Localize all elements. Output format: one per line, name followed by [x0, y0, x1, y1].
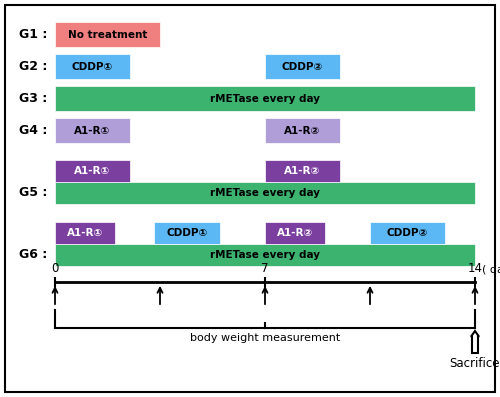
Bar	[265, 222, 325, 244]
Text: G2 :: G2 :	[18, 60, 47, 73]
Bar	[55, 22, 160, 47]
Bar	[55, 222, 115, 244]
Bar	[55, 54, 130, 79]
Text: A1-R①: A1-R①	[74, 125, 110, 135]
Bar	[55, 160, 130, 182]
Text: 0: 0	[52, 262, 59, 275]
Text: Sacrifice: Sacrifice	[450, 357, 500, 370]
Bar	[265, 118, 340, 143]
Text: A1-R①: A1-R①	[74, 166, 110, 176]
Text: CDDP①: CDDP①	[72, 62, 113, 71]
Text: G1 :: G1 :	[18, 28, 47, 41]
Text: rMETase every day: rMETase every day	[210, 188, 320, 198]
Bar	[265, 160, 340, 182]
Text: CDDP②: CDDP②	[387, 228, 428, 238]
Bar	[55, 182, 475, 204]
Bar	[55, 244, 475, 266]
Text: A1-R①: A1-R①	[67, 228, 103, 238]
Text: ( day ): ( day )	[482, 265, 500, 275]
Text: No treatment: No treatment	[68, 29, 147, 39]
Text: rMETase every day: rMETase every day	[210, 94, 320, 104]
Text: 14: 14	[468, 262, 482, 275]
Bar	[55, 86, 475, 111]
Text: A1-R②: A1-R②	[284, 166, 320, 176]
Text: G5 :: G5 :	[18, 187, 47, 200]
Bar	[265, 54, 340, 79]
Text: CDDP①: CDDP①	[166, 228, 207, 238]
Text: CDDP②: CDDP②	[282, 62, 323, 71]
Bar	[55, 118, 130, 143]
Text: A1-R②: A1-R②	[284, 125, 320, 135]
Text: rMETase every day: rMETase every day	[210, 250, 320, 260]
Bar	[370, 222, 445, 244]
Text: 7: 7	[261, 262, 269, 275]
Text: A1-R②: A1-R②	[277, 228, 313, 238]
Polygon shape	[471, 331, 479, 353]
Text: G6 :: G6 :	[19, 249, 47, 262]
Text: G3 :: G3 :	[19, 92, 47, 105]
Text: body weight measurement: body weight measurement	[190, 333, 340, 343]
Text: G4 :: G4 :	[18, 124, 47, 137]
Bar	[154, 222, 220, 244]
